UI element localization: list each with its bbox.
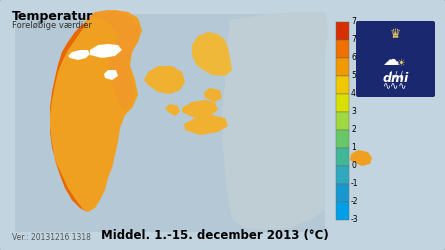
Polygon shape	[144, 66, 185, 94]
Text: Temperatur: Temperatur	[12, 10, 93, 23]
Bar	[336, 112, 349, 130]
Polygon shape	[182, 100, 218, 118]
Text: 3: 3	[351, 108, 356, 116]
Bar	[336, 184, 349, 202]
Text: Middel. 1.-15. december 2013 (°C): Middel. 1.-15. december 2013 (°C)	[101, 229, 329, 242]
Bar	[336, 58, 349, 76]
Polygon shape	[50, 10, 142, 212]
Polygon shape	[222, 12, 328, 230]
Polygon shape	[88, 10, 140, 110]
Text: 7: 7	[351, 36, 356, 44]
Text: 4: 4	[351, 90, 356, 98]
Bar	[336, 40, 349, 58]
Polygon shape	[90, 44, 122, 58]
FancyBboxPatch shape	[356, 21, 435, 97]
Polygon shape	[350, 150, 372, 166]
Text: -2: -2	[351, 198, 359, 206]
Text: 6: 6	[351, 54, 356, 62]
Polygon shape	[184, 115, 228, 135]
Text: 5: 5	[351, 72, 356, 80]
Text: Ver.: 20131216 1318: Ver.: 20131216 1318	[12, 233, 91, 242]
Text: 7: 7	[351, 18, 356, 26]
Polygon shape	[68, 50, 90, 60]
Text: dmi: dmi	[382, 72, 409, 85]
Polygon shape	[192, 32, 232, 76]
Text: ∿∿∿: ∿∿∿	[383, 81, 408, 91]
Bar	[336, 130, 349, 148]
Text: 0: 0	[351, 162, 356, 170]
Text: / / /: / / /	[388, 71, 402, 80]
Polygon shape	[204, 88, 222, 102]
Bar	[336, 202, 349, 220]
Bar	[336, 22, 349, 40]
Polygon shape	[165, 104, 180, 116]
Text: Foreløbige værdier: Foreløbige værdier	[12, 21, 92, 30]
Text: ☀: ☀	[396, 58, 405, 68]
Bar	[15, 14, 325, 232]
Text: -1: -1	[351, 180, 359, 188]
Bar	[336, 148, 349, 166]
Bar	[336, 94, 349, 112]
Text: 2: 2	[351, 126, 356, 134]
Text: ♛: ♛	[390, 28, 401, 41]
Polygon shape	[104, 70, 118, 80]
Bar	[336, 76, 349, 94]
Text: -3: -3	[351, 216, 359, 224]
Bar	[336, 166, 349, 184]
Text: 1: 1	[351, 144, 356, 152]
Text: ☁: ☁	[382, 51, 399, 69]
Polygon shape	[50, 22, 88, 212]
